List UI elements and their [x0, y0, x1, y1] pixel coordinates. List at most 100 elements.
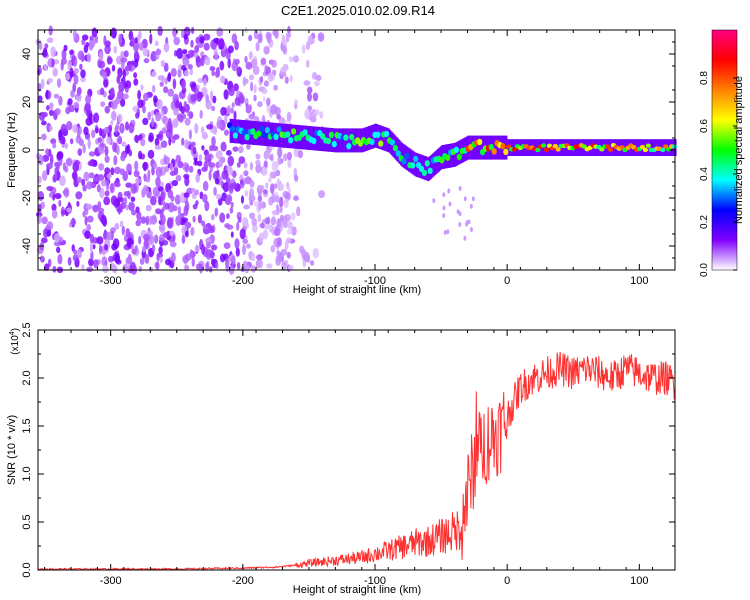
noise-point [152, 84, 156, 93]
noise-point [286, 251, 291, 259]
noise-point [303, 80, 311, 86]
ridge-point [642, 147, 649, 153]
ridge-point [325, 137, 332, 145]
ridge-band [449, 143, 451, 168]
noise-point [287, 264, 294, 271]
noise-point [190, 226, 195, 236]
noise-point [37, 95, 43, 102]
noise-point [63, 187, 70, 198]
noise-point [253, 84, 257, 94]
ridge-band [536, 139, 538, 156]
noise-point [210, 213, 215, 221]
noise-point [45, 148, 50, 156]
noise-point [206, 242, 211, 249]
noise-point [136, 211, 142, 221]
noise-point [276, 218, 282, 228]
ridge-point [244, 134, 250, 141]
noise-point [117, 90, 124, 100]
noise-point [197, 160, 203, 167]
noise-point [41, 120, 47, 126]
noise-point [153, 95, 158, 103]
noise-point [467, 219, 471, 225]
noise-point [170, 67, 177, 77]
ridge-band [293, 124, 295, 149]
ridge-point [660, 147, 666, 153]
noise-point [293, 55, 299, 63]
ridge-point [232, 132, 238, 139]
noise-point [224, 129, 229, 136]
noise-point [72, 124, 79, 134]
noise-point [108, 255, 114, 263]
noise-point [218, 158, 223, 168]
noise-point [104, 244, 109, 251]
noise-point [53, 93, 60, 99]
noise-point [314, 109, 320, 116]
noise-point [97, 137, 102, 143]
noise-point [51, 209, 58, 219]
noise-point [245, 61, 253, 70]
noise-point [262, 96, 266, 102]
noise-point [182, 113, 187, 120]
ridge-band [369, 125, 372, 150]
noise-point [134, 245, 138, 252]
noise-point [113, 155, 118, 166]
noise-point [236, 262, 241, 270]
ridge-band [371, 125, 373, 149]
noise-point [286, 111, 292, 122]
noise-point [94, 35, 99, 44]
ridge-band [478, 135, 480, 160]
spectrogram-x-axis-label: Height of straight line (km) [293, 284, 421, 296]
noise-point [82, 34, 89, 41]
noise-point [211, 70, 216, 77]
noise-point [253, 200, 259, 207]
noise-point [70, 138, 74, 145]
noise-point [191, 141, 196, 147]
ridge-band [332, 128, 335, 153]
noise-point [42, 50, 48, 58]
noise-point [118, 33, 123, 45]
noise-point [177, 161, 184, 169]
ridge-band [382, 126, 385, 151]
noise-point [215, 262, 219, 269]
noise-point [279, 196, 284, 208]
noise-point [469, 203, 473, 209]
noise-point [82, 184, 87, 192]
ridge-point [511, 147, 518, 152]
noise-point [38, 203, 42, 214]
noise-point [171, 252, 176, 263]
noise-point [282, 44, 287, 54]
noise-point [296, 206, 301, 217]
noise-point [211, 258, 215, 266]
noise-point [155, 111, 161, 122]
ridge-band [266, 122, 269, 147]
noise-point [181, 234, 186, 244]
noise-point [220, 141, 227, 152]
noise-point [142, 47, 149, 57]
noise-point [71, 55, 76, 61]
ridge-band [455, 142, 458, 167]
noise-point [41, 216, 48, 225]
noise-point [318, 190, 326, 199]
noise-point [269, 154, 274, 161]
noise-point [91, 27, 98, 38]
noise-point [86, 53, 92, 63]
snr-y-multiplier-exp: 4 [9, 331, 16, 335]
noise-point [40, 237, 48, 244]
noise-point [281, 72, 287, 78]
noise-point [142, 186, 150, 195]
noise-point [72, 84, 76, 92]
ridge-band [434, 151, 437, 176]
noise-point [277, 237, 282, 247]
noise-point [465, 221, 468, 227]
noise-point [211, 145, 219, 151]
noise-point [154, 137, 160, 147]
noise-point [158, 225, 165, 232]
noise-point [199, 110, 203, 119]
noise-point [212, 95, 217, 104]
noise-point [138, 42, 144, 51]
noise-point [88, 172, 95, 179]
noise-point [137, 89, 142, 100]
noise-point [214, 52, 219, 61]
snr-series-line [38, 351, 675, 570]
noise-point [221, 170, 228, 180]
